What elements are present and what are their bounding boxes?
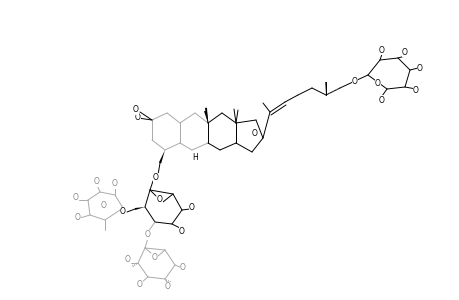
Text: O: O <box>252 128 257 137</box>
Text: O: O <box>401 47 407 56</box>
Text: O: O <box>101 200 106 209</box>
Text: O: O <box>157 196 162 205</box>
Polygon shape <box>134 207 145 210</box>
Text: O: O <box>165 283 171 292</box>
Text: O: O <box>189 202 195 211</box>
Text: O: O <box>133 106 139 115</box>
Polygon shape <box>204 111 207 123</box>
Text: O: O <box>145 230 151 239</box>
Text: O: O <box>374 79 380 88</box>
Text: O: O <box>137 280 143 290</box>
Text: O: O <box>152 254 157 262</box>
Text: O: O <box>351 76 357 85</box>
Polygon shape <box>158 150 165 164</box>
Text: H: H <box>192 154 197 163</box>
Text: O: O <box>120 208 126 217</box>
Text: O: O <box>153 173 159 182</box>
Text: O: O <box>179 227 185 236</box>
Text: O: O <box>412 85 418 94</box>
Text: O: O <box>378 95 384 104</box>
Text: O: O <box>416 64 422 73</box>
Text: O: O <box>135 113 140 122</box>
Text: O: O <box>75 214 81 223</box>
Text: O: O <box>378 46 384 55</box>
Polygon shape <box>325 82 326 95</box>
Text: O: O <box>112 179 118 188</box>
Text: O: O <box>94 178 100 187</box>
Text: O: O <box>125 256 131 265</box>
Text: O: O <box>73 194 79 202</box>
Polygon shape <box>205 108 207 123</box>
Text: O: O <box>179 263 185 272</box>
